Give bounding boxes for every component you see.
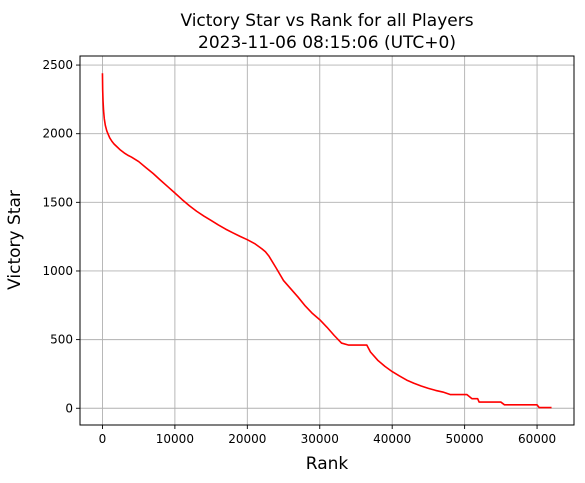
ticks: 0 10000 20000 30000 40000 50000 60000 0 500 1000 1… — [42, 58, 556, 446]
y-tick-label: 2000 — [42, 127, 73, 141]
series-line — [101, 73, 552, 409]
x-tick-label: 60000 — [518, 432, 556, 446]
y-tick-label: 1000 — [42, 264, 73, 278]
y-axis-label: Victory Star — [5, 190, 25, 290]
y-tick-label: 2500 — [42, 58, 73, 72]
x-tick-label: 30000 — [301, 432, 339, 446]
x-tick-label: 0 — [99, 432, 107, 446]
x-tick-label: 10000 — [156, 432, 194, 446]
x-tick-label: 50000 — [446, 432, 484, 446]
x-tick-label: 40000 — [373, 432, 411, 446]
x-tick-label: 20000 — [228, 432, 266, 446]
y-tick-label: 500 — [50, 333, 73, 347]
plot-frame — [79, 55, 575, 426]
chart-subtitle: 2023-11-06 08:15:06 (UTC+0) — [198, 33, 456, 53]
y-tick-label: 1500 — [42, 195, 73, 209]
plot-area — [101, 73, 552, 409]
y-tick-label: 0 — [65, 401, 73, 415]
grid — [80, 56, 574, 425]
x-axis-label: Rank — [306, 454, 349, 474]
chart-title: Victory Star vs Rank for all Players — [180, 11, 473, 31]
